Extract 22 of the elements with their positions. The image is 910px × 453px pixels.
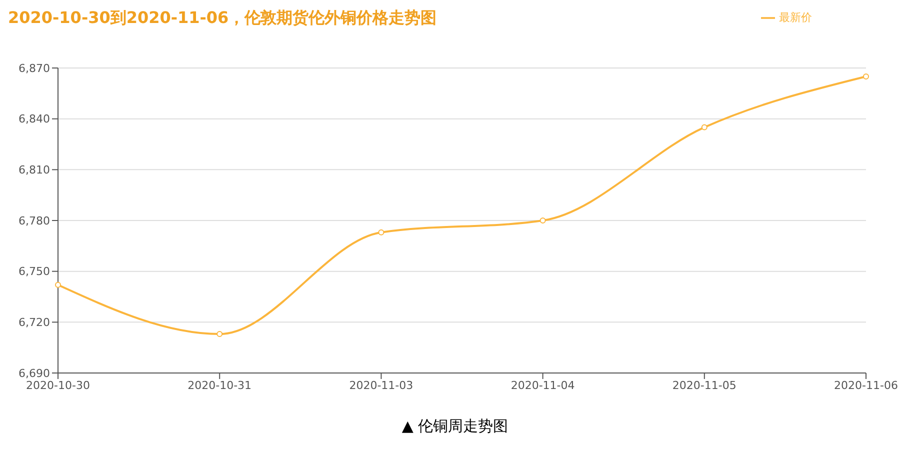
point — [701, 124, 708, 130]
x-tick-label: 2020-11-03 — [349, 378, 414, 392]
legend-label: 最新价 — [779, 11, 812, 24]
y-tick-label: 6,810 — [18, 164, 50, 177]
x-tick-label: 2020-10-31 — [188, 378, 252, 392]
y-tick-label: 6,690 — [18, 366, 50, 380]
point — [378, 229, 384, 236]
point — [216, 331, 223, 338]
y-tick-label: 6,870 — [18, 62, 50, 75]
y-tick-label: 6,750 — [18, 265, 50, 278]
point — [863, 73, 869, 80]
point — [55, 282, 61, 288]
x-tick-label: 2020-11-06 — [834, 378, 898, 392]
y-tick-label: 6,780 — [18, 214, 50, 228]
x-tick-label: 2020-11-05 — [672, 378, 736, 392]
y-tick-label: 6,840 — [18, 112, 50, 126]
y-tick-label: 6,720 — [18, 316, 50, 330]
x-tick-label: 2020-11-04 — [510, 378, 575, 392]
text: ▲ 伦铜周走势图 — [400, 417, 510, 436]
x-tick-label: 2020-10-30 — [26, 378, 90, 392]
chart-title: 2020-10-30到2020-11-06，伦敦期货伦外铜价格走势图 — [8, 8, 437, 29]
point — [540, 218, 546, 224]
